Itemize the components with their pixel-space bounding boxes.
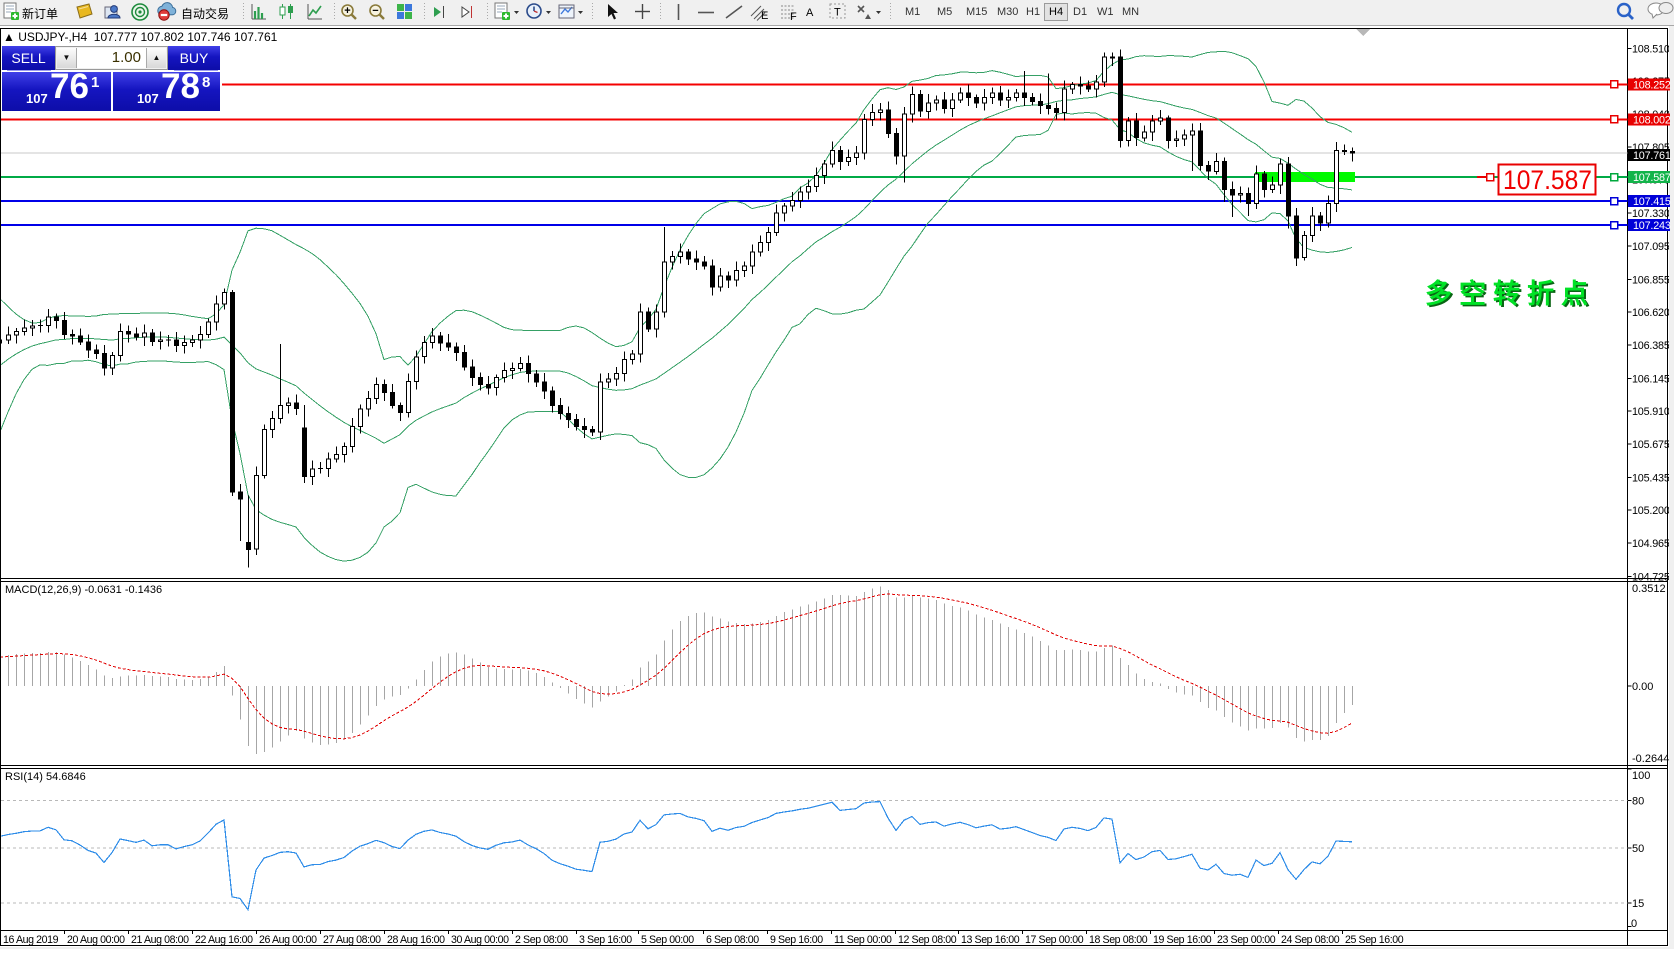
svg-text:+: + [344,5,350,17]
svg-text:22 Aug 16:00: 22 Aug 16:00 [195,934,253,946]
svg-text:11 Sep 00:00: 11 Sep 00:00 [834,934,892,946]
svg-text:19 Sep 16:00: 19 Sep 16:00 [1153,934,1212,946]
svg-text:5 Sep 00:00: 5 Sep 00:00 [641,934,694,946]
svg-text:108.510: 108.510 [1632,44,1670,56]
svg-text:18 Sep 08:00: 18 Sep 08:00 [1089,934,1148,946]
svg-text:F: F [790,11,797,23]
svg-text:107.330: 107.330 [1632,208,1670,220]
svg-text:30 Aug 00:00: 30 Aug 00:00 [451,934,509,946]
svg-text:0.00: 0.00 [1632,681,1653,693]
svg-text:−: − [372,5,378,17]
svg-text:RSI(14) 54.6846: RSI(14) 54.6846 [5,771,86,783]
svg-text:多空转折点: 多空转折点 [1427,280,1597,311]
svg-text:107.243: 107.243 [1633,220,1671,232]
svg-text:108.252: 108.252 [1633,79,1671,91]
svg-text:2 Sep 08:00: 2 Sep 08:00 [515,934,568,946]
svg-text:105.675: 105.675 [1632,439,1670,451]
svg-text:27 Aug 08:00: 27 Aug 08:00 [323,934,381,946]
svg-text:50: 50 [1632,843,1644,855]
svg-text:107.587: 107.587 [1633,172,1671,184]
svg-text:107.095: 107.095 [1632,241,1670,253]
svg-text:106.620: 106.620 [1632,307,1670,319]
svg-text:105.200: 105.200 [1632,505,1670,517]
svg-text:100: 100 [1632,770,1650,782]
svg-text:16 Aug 2019: 16 Aug 2019 [3,934,59,946]
svg-text:21 Aug 08:00: 21 Aug 08:00 [131,934,189,946]
svg-text:23 Sep 00:00: 23 Sep 00:00 [1217,934,1276,946]
svg-text:28 Aug 16:00: 28 Aug 16:00 [387,934,445,946]
svg-text:A: A [806,7,814,19]
svg-text:17 Sep 00:00: 17 Sep 00:00 [1025,934,1084,946]
svg-text:105.910: 105.910 [1632,406,1670,418]
svg-text:0.3512: 0.3512 [1632,583,1666,595]
svg-text:106.855: 106.855 [1632,274,1670,286]
svg-text:104.965: 104.965 [1632,538,1670,550]
svg-text:13 Sep 16:00: 13 Sep 16:00 [961,934,1020,946]
svg-text:12 Sep 08:00: 12 Sep 08:00 [898,934,957,946]
svg-text:108.002: 108.002 [1633,114,1671,126]
svg-text:多空转折点: 多空转折点 [1425,278,1595,309]
svg-text:107.587: 107.587 [1503,165,1592,195]
svg-text:104.725: 104.725 [1632,572,1670,584]
svg-text:T: T [834,7,841,19]
svg-text:80: 80 [1632,796,1644,808]
svg-text:106.385: 106.385 [1632,340,1670,352]
svg-text:MACD(12,26,9) -0.0631 -0.1436: MACD(12,26,9) -0.0631 -0.1436 [5,584,162,596]
svg-text:15: 15 [1632,898,1644,910]
svg-text:25 Sep 16:00: 25 Sep 16:00 [1345,934,1404,946]
svg-text:20 Aug 00:00: 20 Aug 00:00 [67,934,125,946]
svg-text:E: E [761,10,768,22]
svg-text:3 Sep 16:00: 3 Sep 16:00 [579,934,632,946]
svg-text:105.435: 105.435 [1632,472,1670,484]
svg-text:9 Sep 16:00: 9 Sep 16:00 [770,934,823,946]
svg-text:6 Sep 08:00: 6 Sep 08:00 [706,934,759,946]
svg-text:26 Aug 00:00: 26 Aug 00:00 [259,934,317,946]
svg-text:106.145: 106.145 [1632,373,1670,385]
svg-text:-0.2644: -0.2644 [1632,753,1669,765]
svg-text:24 Sep 08:00: 24 Sep 08:00 [1281,934,1340,946]
svg-text:0: 0 [1631,918,1637,930]
svg-text:107.415: 107.415 [1633,196,1671,208]
svg-text:107.761: 107.761 [1633,150,1671,162]
